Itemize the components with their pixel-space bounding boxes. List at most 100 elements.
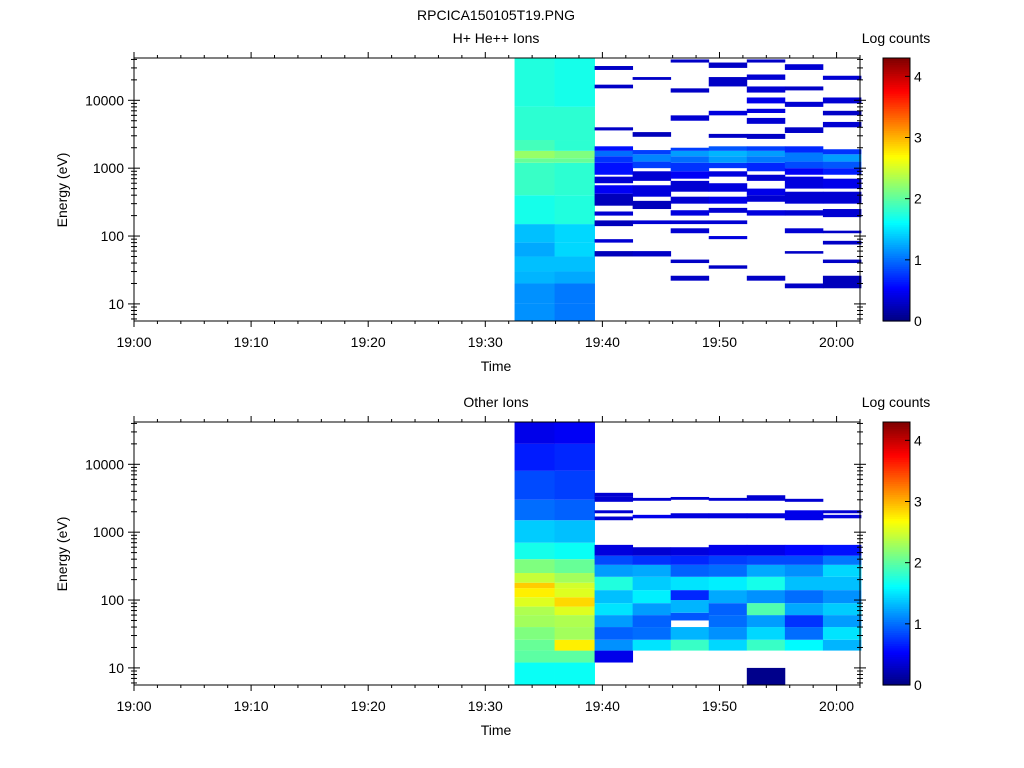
colorbar-tick-label: 4 bbox=[914, 432, 922, 448]
colorbar-segment bbox=[883, 678, 910, 682]
heatmap-cell bbox=[514, 588, 555, 598]
colorbar-segment bbox=[883, 437, 910, 441]
heatmap-cell bbox=[822, 121, 862, 128]
colorbar-segment bbox=[883, 441, 910, 445]
colorbar-segment bbox=[883, 597, 910, 601]
x-tick-label: 19:40 bbox=[585, 334, 620, 350]
colorbar-segment bbox=[883, 564, 910, 568]
colorbar-segment bbox=[883, 533, 910, 537]
colorbar-segment bbox=[883, 619, 910, 623]
x-tick-label: 19:10 bbox=[234, 334, 269, 350]
heatmap-cell bbox=[632, 77, 672, 80]
colorbar-segment bbox=[883, 652, 910, 655]
colorbar-segment bbox=[883, 156, 910, 160]
heatmap-cell bbox=[708, 183, 748, 192]
heatmap-cell bbox=[554, 499, 595, 521]
heatmap-cell bbox=[822, 564, 862, 577]
heatmap-cell bbox=[514, 573, 555, 583]
y-axis-label: Energy (eV) bbox=[54, 153, 70, 228]
heatmap-cell bbox=[554, 106, 595, 141]
colorbar-segment bbox=[883, 507, 910, 511]
colorbar-segment bbox=[883, 551, 910, 555]
heatmap-cell bbox=[746, 188, 786, 196]
heatmap-cell bbox=[554, 582, 595, 589]
heatmap-cell bbox=[708, 639, 748, 651]
colorbar-segment bbox=[883, 163, 910, 166]
colorbar-segment bbox=[883, 669, 910, 673]
heatmap-cell bbox=[746, 97, 786, 104]
heatmap-cell bbox=[594, 603, 634, 616]
heatmap-cell bbox=[670, 88, 710, 93]
heatmap-cell bbox=[632, 564, 672, 577]
colorbar-segment bbox=[883, 487, 910, 491]
colorbar-segment bbox=[883, 152, 910, 156]
colorbar-segment bbox=[883, 560, 910, 563]
y-tick-label: 10 bbox=[108, 296, 124, 312]
heatmap-cell bbox=[784, 152, 824, 162]
colorbar-segment bbox=[883, 511, 910, 515]
colorbar-segment bbox=[883, 220, 910, 223]
heatmap-cell bbox=[784, 639, 824, 651]
heatmap-cell bbox=[822, 240, 862, 245]
colorbar-segment bbox=[883, 77, 910, 81]
heatmap-cell bbox=[514, 242, 555, 257]
colorbar-segment bbox=[883, 294, 910, 298]
y-tick-label: 1000 bbox=[93, 160, 124, 176]
heatmap-cell bbox=[784, 510, 824, 521]
colorbar-segment bbox=[883, 625, 910, 629]
colorbar-tick-label: 2 bbox=[914, 191, 922, 207]
colorbar-segment bbox=[883, 176, 910, 180]
heatmap-cell bbox=[594, 150, 634, 157]
colorbar-segment bbox=[883, 281, 910, 285]
heatmap-cell bbox=[784, 603, 824, 616]
heatmap-cell bbox=[746, 495, 786, 501]
heatmap-cell bbox=[708, 156, 748, 163]
colorbar-segment bbox=[883, 638, 910, 642]
heatmap-cell bbox=[514, 582, 555, 589]
colorbar-segment bbox=[883, 307, 910, 311]
heatmap-cell bbox=[514, 499, 555, 521]
plot-frame bbox=[133, 421, 861, 686]
colorbar-segment bbox=[883, 660, 910, 664]
colorbar-segment bbox=[883, 577, 910, 581]
heatmap-cell bbox=[784, 228, 824, 234]
colorbar-segment bbox=[883, 599, 910, 603]
heatmap-cell bbox=[632, 627, 672, 640]
colorbar-segment bbox=[883, 494, 910, 498]
colorbar-segment bbox=[883, 196, 910, 199]
colorbar-segment bbox=[883, 108, 910, 112]
colorbar-segment bbox=[883, 579, 910, 583]
heatmap-cell bbox=[670, 600, 710, 613]
heatmap-cell bbox=[514, 443, 555, 471]
colorbar-segment bbox=[883, 90, 910, 94]
colorbar-segment bbox=[883, 141, 910, 145]
heatmap-cells bbox=[514, 58, 862, 321]
heatmap-cell bbox=[514, 559, 555, 574]
colorbar-segment bbox=[883, 542, 910, 546]
colorbar-segment bbox=[883, 575, 910, 579]
heatmap-cell bbox=[554, 573, 595, 583]
colorbar-label: Log counts bbox=[862, 30, 931, 46]
colorbar-segment bbox=[883, 207, 910, 210]
heatmap-cell bbox=[594, 193, 634, 206]
colorbar-segment bbox=[883, 527, 910, 530]
heatmap-cell bbox=[746, 133, 786, 139]
heatmap-cell bbox=[746, 59, 786, 63]
heatmap-cell bbox=[554, 520, 595, 543]
colorbar-segment bbox=[883, 623, 910, 627]
colorbar-segment bbox=[883, 161, 910, 164]
heatmap-cell bbox=[784, 191, 824, 204]
colorbar-segment bbox=[883, 136, 910, 140]
heatmap-cell bbox=[822, 110, 862, 116]
colorbar-segment bbox=[883, 586, 910, 590]
heatmap-cell bbox=[594, 66, 634, 70]
x-tick-label: 19:30 bbox=[468, 334, 503, 350]
heatmap-cell bbox=[554, 627, 595, 640]
heatmap-cell bbox=[670, 171, 710, 179]
colorbar-segment bbox=[883, 143, 910, 147]
heatmap-cell bbox=[822, 639, 862, 651]
heatmap-cell bbox=[822, 510, 862, 514]
colorbar-segment bbox=[883, 468, 910, 471]
colorbar-segment bbox=[883, 277, 910, 280]
colorbar-segment bbox=[883, 296, 910, 300]
